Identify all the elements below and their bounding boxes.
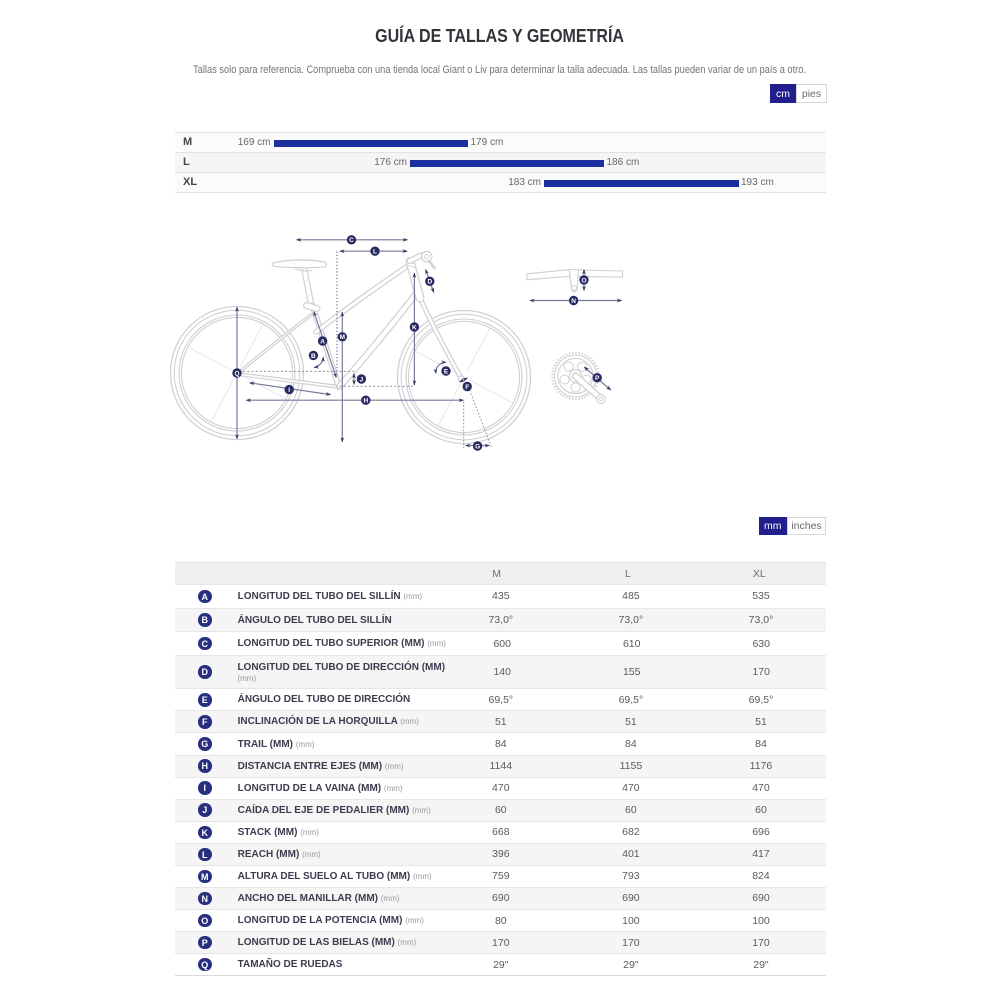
- svg-text:P: P: [595, 375, 600, 382]
- svg-text:J: J: [360, 376, 364, 383]
- svg-text:D: D: [427, 279, 432, 286]
- svg-text:I: I: [288, 387, 290, 394]
- svg-text:K: K: [412, 324, 417, 331]
- svg-text:G: G: [475, 443, 480, 450]
- svg-text:C: C: [349, 237, 354, 244]
- svg-text:M: M: [340, 334, 345, 341]
- svg-text:A: A: [320, 338, 325, 345]
- svg-text:H: H: [363, 398, 368, 405]
- svg-text:L: L: [373, 249, 377, 256]
- svg-text:B: B: [311, 353, 316, 360]
- svg-text:N: N: [571, 298, 576, 305]
- svg-text:E: E: [444, 368, 449, 375]
- svg-text:Q: Q: [234, 370, 239, 377]
- svg-text:F: F: [465, 384, 469, 391]
- svg-text:O: O: [581, 277, 586, 284]
